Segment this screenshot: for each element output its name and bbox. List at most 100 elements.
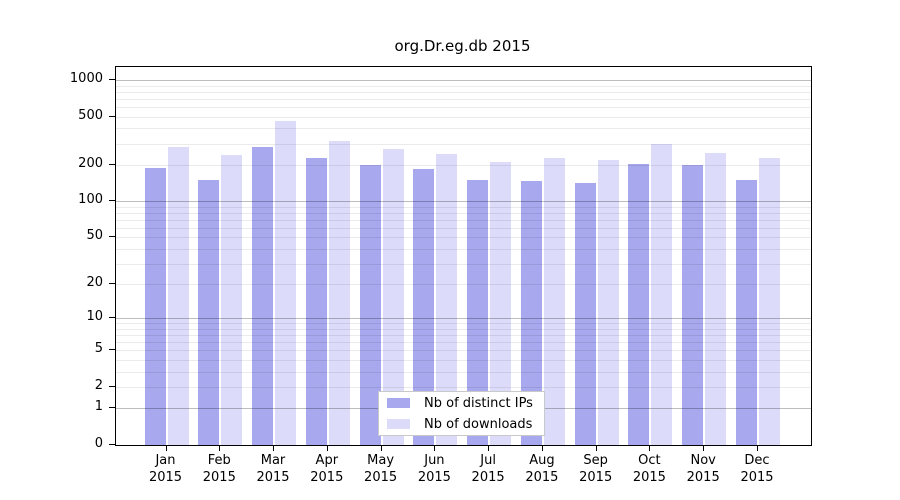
x-tick-nov — [703, 445, 705, 451]
y-gridline-minor-7 — [116, 335, 811, 337]
x-tick-apr — [326, 445, 328, 451]
x-tick-may — [380, 445, 382, 451]
bar-downloads-sep — [597, 160, 619, 445]
x-tick-sep — [595, 445, 597, 451]
y-tick-200 — [109, 163, 115, 165]
y-tick-label-200: 200 — [78, 155, 103, 171]
y-gridline-minor-9 — [116, 323, 811, 325]
bar-distinct-ips-jan — [144, 168, 166, 445]
y-gridline-minor-400 — [116, 128, 811, 130]
x-tick-jul — [488, 445, 490, 451]
bar-downloads-dec — [758, 158, 780, 445]
x-tick-label-mar: Mar 2015 — [256, 453, 290, 485]
x-tick-feb — [219, 445, 221, 451]
y-tick-label-500: 500 — [78, 107, 103, 123]
x-tick-label-aug: Aug 2015 — [525, 453, 559, 485]
y-tick-1 — [109, 407, 115, 409]
bar-downloads-may — [382, 149, 404, 445]
x-tick-label-jan: Jan 2015 — [148, 453, 183, 485]
y-tick-100 — [109, 200, 115, 202]
y-gridline-minor-50 — [116, 237, 811, 239]
legend-swatch-distinct-ips — [387, 398, 410, 408]
y-tick-500 — [109, 115, 115, 117]
chart-title: org.Dr.eg.db 2015 — [394, 37, 531, 55]
y-tick-label-50: 50 — [86, 228, 103, 244]
y-gridline-major-100 — [116, 201, 811, 203]
y-gridline-minor-70 — [116, 219, 811, 221]
y-gridline-minor-4 — [116, 360, 811, 361]
y-gridline-minor-30 — [116, 263, 811, 265]
bar-distinct-ips-dec — [735, 180, 757, 445]
legend: Nb of distinct IPs Nb of downloads — [378, 391, 545, 436]
bar-downloads-apr — [328, 140, 350, 445]
y-tick-label-10: 10 — [86, 309, 103, 325]
y-tick-label-1: 1 — [94, 399, 103, 415]
y-tick-2 — [109, 386, 115, 387]
legend-swatch-downloads — [387, 419, 410, 429]
x-tick-dec — [757, 445, 758, 451]
bar-downloads-jun — [436, 154, 458, 445]
y-tick-1000 — [109, 79, 115, 80]
bar-downloads-nov — [705, 152, 727, 445]
bar-distinct-ips-mar — [252, 147, 274, 445]
bar-distinct-ips-aug — [520, 181, 542, 445]
bar-distinct-ips-nov — [682, 164, 704, 445]
y-gridline-minor-20 — [116, 284, 811, 286]
y-gridline-minor-40 — [116, 248, 811, 250]
x-tick-jan — [165, 445, 167, 451]
x-tick-label-jun: Jun 2015 — [417, 453, 451, 485]
bar-downloads-aug — [543, 158, 565, 445]
bar-distinct-ips-sep — [574, 183, 596, 445]
y-tick-10 — [109, 317, 115, 319]
y-gridline-minor-500 — [116, 116, 811, 118]
y-tick-label-0: 0 — [94, 436, 103, 451]
y-gridline-minor-700 — [116, 98, 811, 100]
bar-distinct-ips-oct — [628, 164, 650, 445]
plot-area — [115, 66, 812, 446]
x-tick-jun — [434, 445, 436, 451]
bar-distinct-ips-feb — [198, 179, 220, 445]
bar-distinct-ips-apr — [305, 158, 327, 445]
x-tick-label-dec: Dec 2015 — [740, 453, 774, 485]
bar-downloads-mar — [275, 121, 297, 445]
x-tick-label-nov: Nov 2015 — [686, 453, 720, 485]
y-tick-label-5: 5 — [94, 341, 103, 357]
x-tick-label-jul: Jul 2015 — [471, 453, 505, 485]
y-gridline-minor-8 — [116, 328, 811, 330]
y-tick-5 — [109, 349, 115, 351]
bar-distinct-ips-jun — [413, 169, 435, 445]
y-tick-20 — [109, 283, 115, 285]
legend-item-downloads: Nb of downloads — [379, 415, 544, 433]
bar-distinct-ips-may — [359, 164, 381, 445]
x-tick-aug — [541, 445, 543, 451]
bar-downloads-jul — [490, 162, 512, 445]
x-tick-label-apr: Apr 2015 — [310, 453, 344, 485]
x-tick-label-feb: Feb 2015 — [202, 453, 236, 485]
y-tick-label-2: 2 — [94, 378, 103, 393]
y-gridline-minor-90 — [116, 206, 811, 208]
y-tick-label-1000: 1000 — [69, 71, 103, 86]
x-tick-mar — [273, 445, 274, 451]
bar-downloads-jan — [167, 147, 189, 445]
y-gridline-minor-600 — [116, 107, 811, 108]
x-tick-label-may: May 2015 — [364, 453, 398, 485]
y-gridline-minor-200 — [116, 164, 811, 166]
y-tick-label-20: 20 — [86, 275, 103, 291]
y-gridline-minor-6 — [116, 342, 811, 344]
x-tick-oct — [649, 445, 651, 451]
legend-label-downloads: Nb of downloads — [424, 416, 533, 432]
x-tick-label-oct: Oct 2015 — [632, 453, 666, 485]
y-gridline-minor-80 — [116, 212, 811, 214]
bar-distinct-ips-jul — [467, 180, 489, 445]
y-gridline-minor-5 — [116, 350, 811, 352]
y-gridline-minor-300 — [116, 143, 811, 145]
y-tick-label-100: 100 — [78, 192, 103, 208]
y-gridline-minor-900 — [116, 85, 811, 87]
legend-label-distinct-ips: Nb of distinct IPs — [424, 395, 533, 411]
y-tick-50 — [109, 236, 115, 238]
bar-downloads-oct — [651, 144, 673, 445]
y-gridline-minor-60 — [116, 227, 811, 229]
y-gridline-major-1000 — [116, 80, 811, 81]
bar-downloads-feb — [221, 155, 243, 445]
